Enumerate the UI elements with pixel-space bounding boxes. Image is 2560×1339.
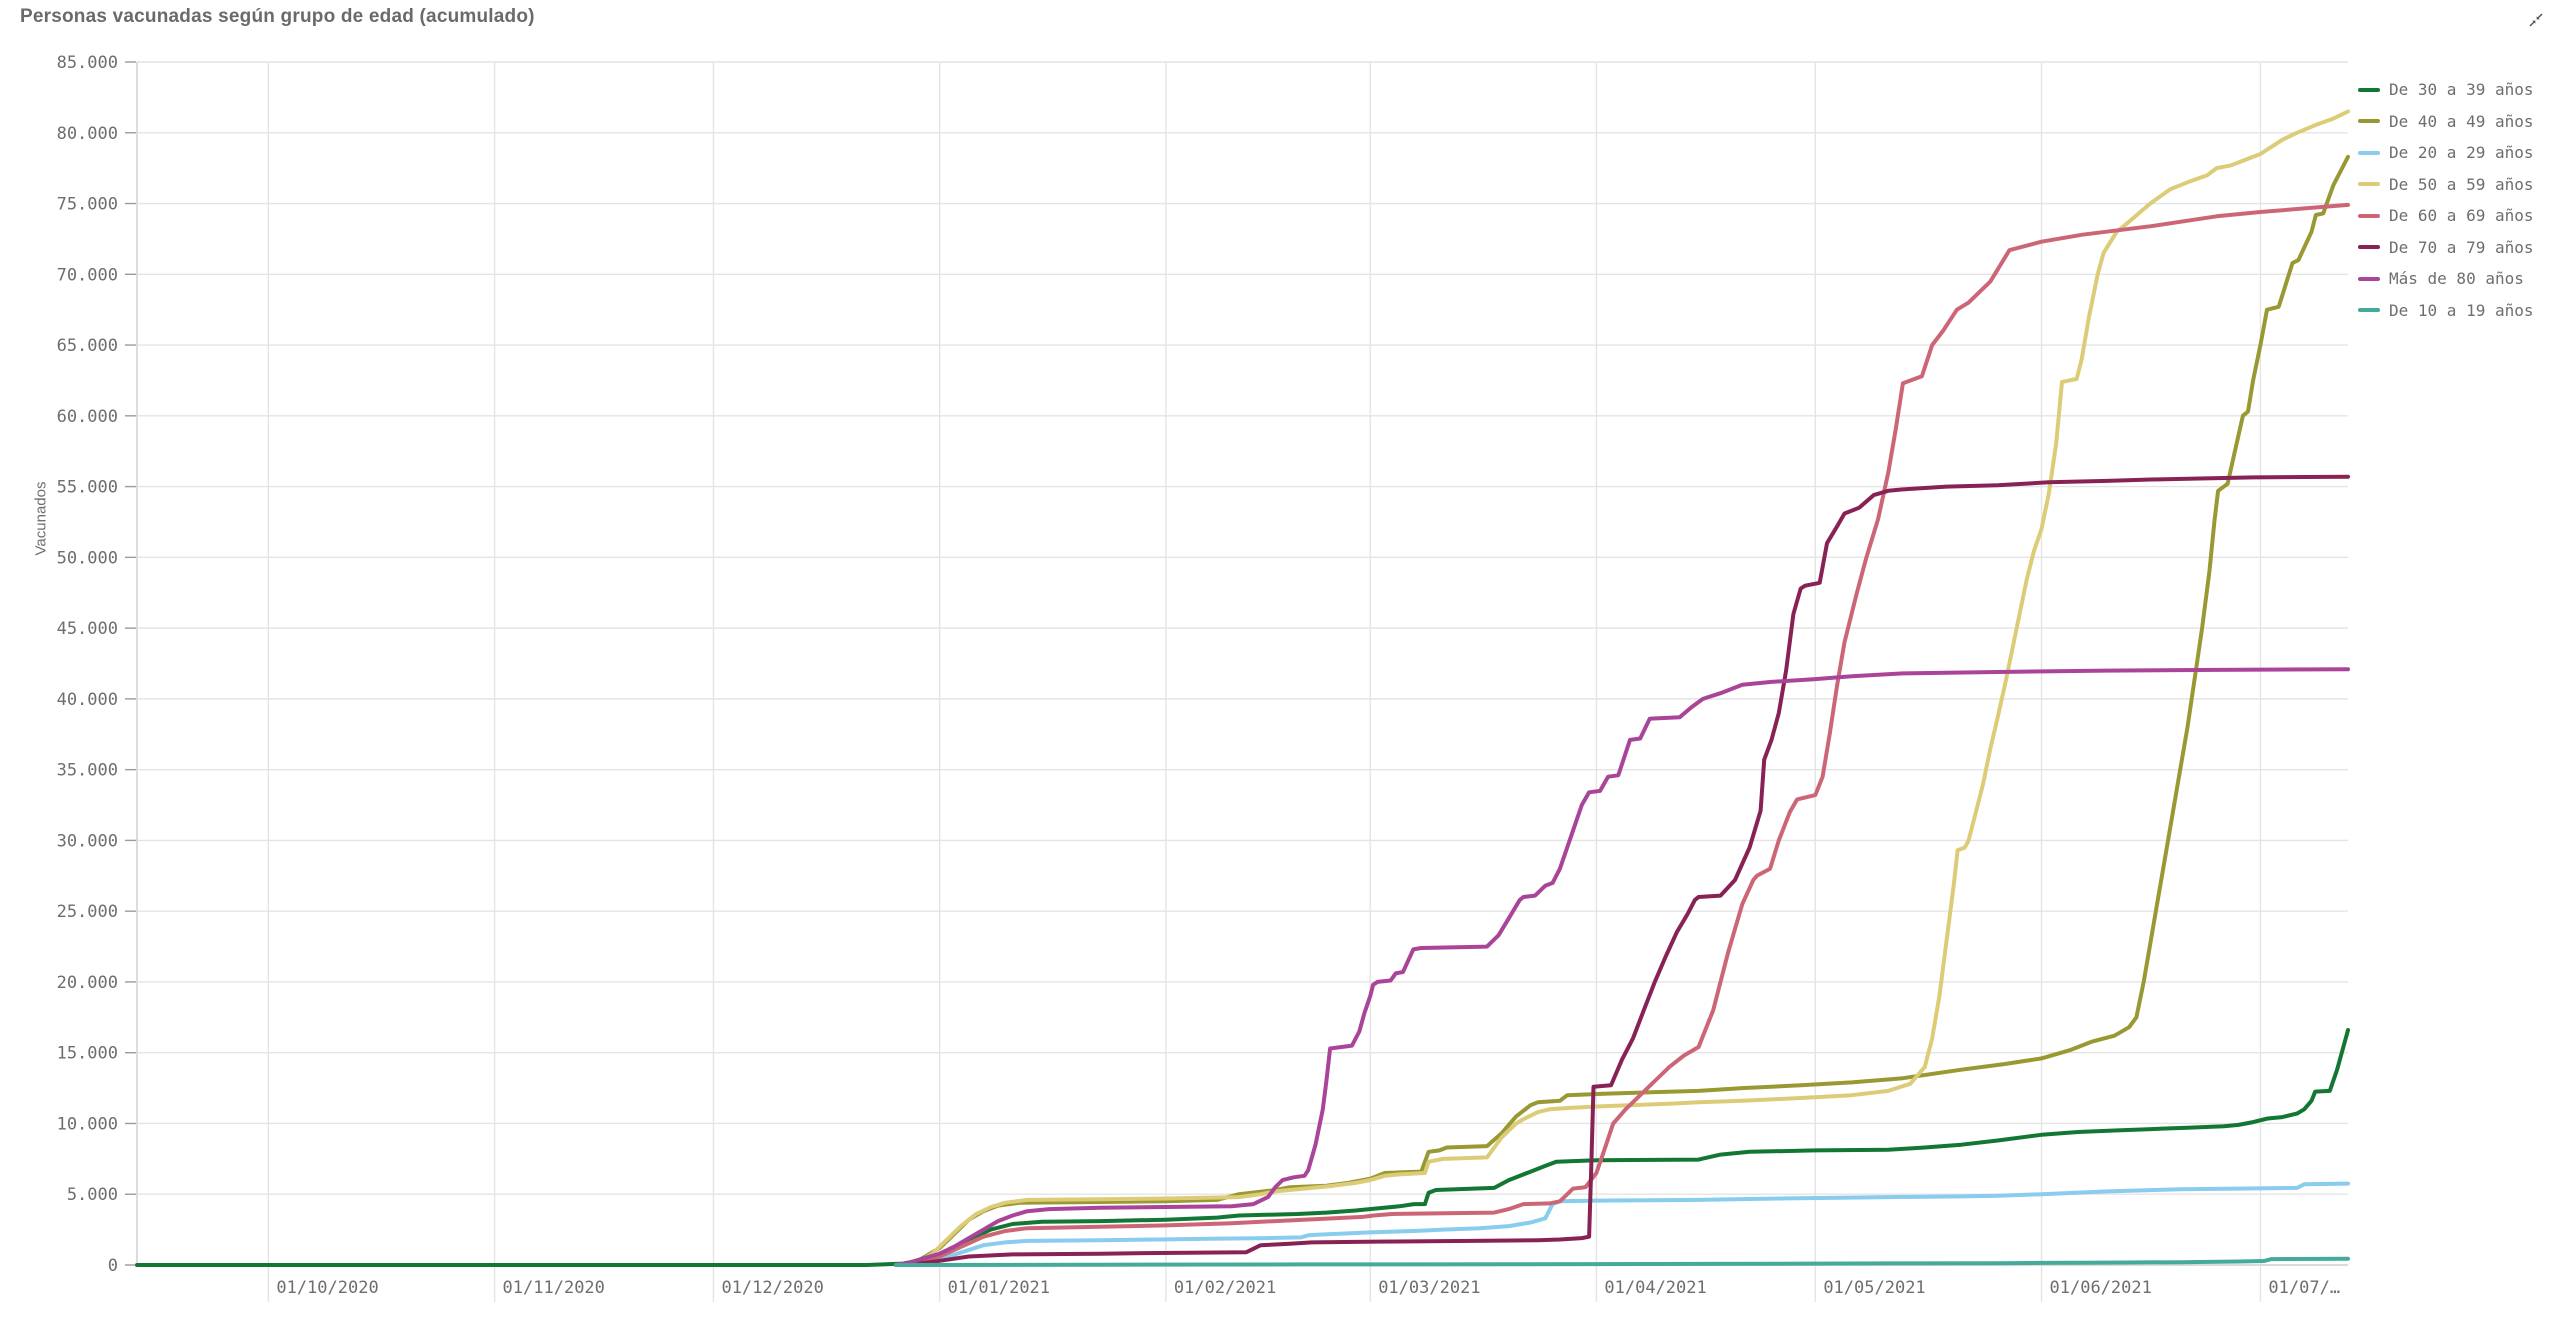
series-line[interactable] — [135, 1028, 2350, 1267]
legend-item[interactable]: De 30 a 39 años — [2358, 74, 2534, 106]
legend-swatch-icon — [2358, 182, 2380, 187]
x-tick-label: 01/11/2020 — [503, 1278, 605, 1298]
legend-label: De 30 a 39 años — [2389, 80, 2534, 100]
series-line[interactable] — [893, 667, 2350, 1267]
legend-item[interactable]: De 60 a 69 años — [2358, 200, 2534, 232]
series-line[interactable] — [893, 1256, 2350, 1267]
legend-item[interactable]: De 70 a 79 años — [2358, 232, 2534, 264]
series-line[interactable] — [893, 1181, 2350, 1267]
y-tick-label: 75.000 — [57, 195, 118, 215]
legend-swatch-icon — [2358, 213, 2380, 218]
legend-label: Más de 80 años — [2389, 269, 2524, 289]
legend-item[interactable]: De 50 a 59 años — [2358, 169, 2534, 201]
x-tick-label: 01/06/2021 — [2050, 1278, 2152, 1298]
y-tick-label: 25.000 — [57, 902, 118, 922]
y-tick-label: 35.000 — [57, 761, 118, 781]
x-tick-label: 01/03/2021 — [1378, 1278, 1480, 1298]
legend-swatch-icon — [2358, 308, 2380, 313]
y-tick-label: 40.000 — [57, 690, 118, 710]
legend-item[interactable]: De 20 a 29 años — [2358, 137, 2534, 169]
collapse-fullscreen-button[interactable] — [2522, 6, 2550, 34]
y-tick-label: 70.000 — [57, 265, 118, 285]
legend-label: De 40 a 49 años — [2389, 111, 2534, 131]
y-tick-label: 0 — [108, 1256, 118, 1276]
legend-label: De 10 a 19 años — [2389, 300, 2534, 320]
legend-item[interactable]: De 40 a 49 años — [2358, 106, 2534, 138]
legend-label: De 70 a 79 años — [2389, 237, 2534, 257]
series-line[interactable] — [893, 474, 2350, 1267]
legend-label: De 60 a 69 años — [2389, 206, 2534, 226]
x-tick-label: 01/02/2021 — [1174, 1278, 1276, 1298]
legend-swatch-icon — [2358, 245, 2380, 250]
y-tick-label: 60.000 — [57, 407, 118, 427]
y-tick-label: 30.000 — [57, 831, 118, 851]
x-tick-label: 01/01/2021 — [948, 1278, 1050, 1298]
legend-label: De 50 a 59 años — [2389, 174, 2534, 194]
y-tick-label: 80.000 — [57, 124, 118, 144]
y-tick-label: 10.000 — [57, 1114, 118, 1134]
series-line[interactable] — [893, 202, 2350, 1267]
x-tick-label: 01/12/2020 — [721, 1278, 823, 1298]
x-tick-label: 01/10/2020 — [276, 1278, 378, 1298]
legend-label: De 20 a 29 años — [2389, 143, 2534, 163]
legend-swatch-icon — [2358, 276, 2380, 281]
y-tick-label: 65.000 — [57, 336, 118, 356]
y-tick-label: 20.000 — [57, 973, 118, 993]
y-tick-label: 50.000 — [57, 548, 118, 568]
y-tick-label: 45.000 — [57, 619, 118, 639]
series-line[interactable] — [893, 154, 2350, 1267]
y-tick-label: 5.000 — [67, 1185, 118, 1205]
legend-swatch-icon — [2358, 150, 2380, 155]
page-title: Personas vacunadas según grupo de edad (… — [20, 6, 535, 27]
legend-item[interactable]: Más de 80 años — [2358, 263, 2534, 295]
y-tick-label: 85.000 — [57, 53, 118, 73]
legend-item[interactable]: De 10 a 19 años — [2358, 295, 2534, 327]
legend-swatch-icon — [2358, 119, 2380, 124]
collapse-arrows-icon — [2529, 13, 2543, 27]
x-tick-label: 01/05/2021 — [1823, 1278, 1925, 1298]
x-tick-label: 01/07/… — [2268, 1278, 2340, 1298]
legend: De 30 a 39 años De 40 a 49 años De 20 a 29… — [2358, 74, 2534, 326]
y-tick-label: 55.000 — [57, 478, 118, 498]
x-tick-label: 01/04/2021 — [1604, 1278, 1706, 1298]
y-tick-label: 15.000 — [57, 1044, 118, 1064]
legend-swatch-icon — [2358, 87, 2380, 92]
